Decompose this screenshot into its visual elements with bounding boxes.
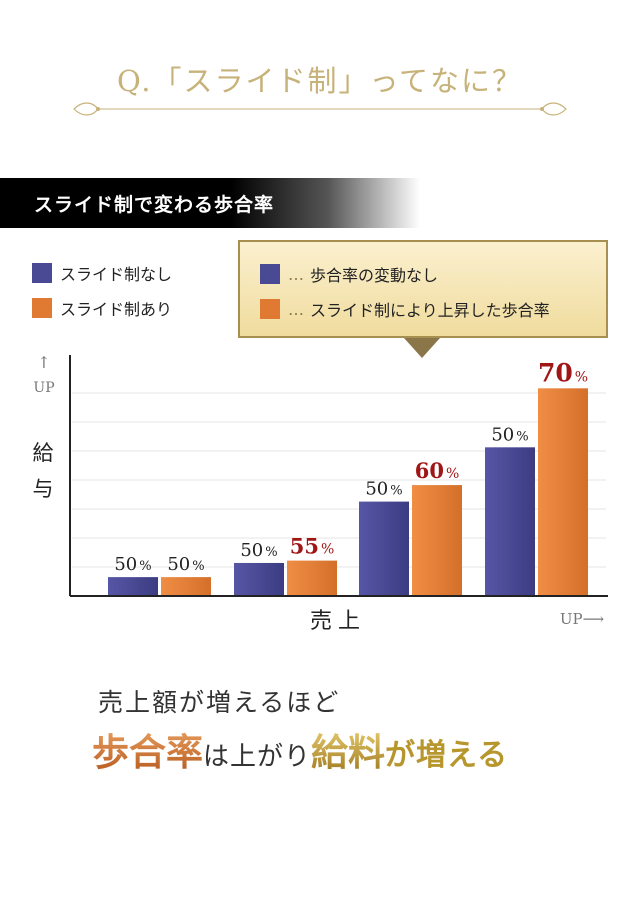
section-band — [0, 178, 420, 228]
summary-highlight-pay: 給料 — [311, 731, 386, 774]
callout-box: … 歩合率の変動なし … スライド制により上昇した歩合率 — [238, 240, 608, 338]
legend-swatch-blue — [32, 263, 52, 283]
bar-slide — [412, 485, 462, 596]
bar-no-slide — [234, 562, 284, 596]
summary-line-2: 歩合率は上がり給料が増える — [92, 722, 508, 776]
bar-value-label: 70% — [538, 358, 588, 387]
page-title: Q.「スライド制」ってなに？ — [116, 64, 524, 98]
bar-value-label: 50% — [114, 554, 151, 575]
bar-value-label: 55% — [290, 534, 335, 559]
bar-value-label: 50% — [167, 554, 204, 575]
legend-label: スライド制あり — [60, 300, 173, 319]
chart-bars — [108, 388, 588, 596]
callout-item-raised: … スライド制により上昇した歩合率 — [260, 297, 550, 321]
callout-swatch-blue — [260, 264, 280, 284]
callout-pointer — [404, 338, 440, 358]
bar-slide — [161, 577, 211, 596]
bar-chart: 50 % 50 % 50 % 50 % 50 % 55 % 60 % 70% ↑ UP 給与 売上 UP⟶ — [33, 353, 608, 634]
callout-label: 歩合率の変動なし — [310, 266, 439, 285]
callout-swatch-orange — [260, 299, 280, 319]
summary-plain: は上がり — [203, 742, 312, 772]
callout-item-no-change: … 歩合率の変動なし — [260, 262, 438, 286]
bar-value-label: 60% — [415, 458, 460, 483]
callout-label: スライド制により上昇した歩合率 — [310, 301, 550, 320]
summary-highlight-rate: 歩合率 — [92, 731, 203, 774]
chart-value-labels: 50 % 50 % 50 % 50 % 50 % 55 % 60 % 70% — [114, 358, 588, 575]
y-arrow: ↑ — [37, 353, 50, 372]
ornament-divider — [73, 102, 567, 116]
x-axis-label: 売上 — [310, 609, 366, 634]
bar-value-label: 50% — [365, 479, 402, 500]
legend-swatch-orange — [32, 298, 52, 318]
legend-item-slide: スライド制あり — [32, 296, 172, 320]
bar-no-slide — [359, 501, 409, 596]
bar-slide — [287, 560, 337, 596]
legend-item-no-slide: スライド制なし — [32, 261, 172, 285]
bar-no-slide — [485, 447, 535, 596]
y-axis-label: 給与 — [33, 441, 54, 501]
bar-value-label: 50% — [491, 424, 528, 445]
summary-increase: が増える — [385, 738, 509, 773]
bar-value-label: 50% — [240, 540, 277, 561]
x-up-label: UP⟶ — [560, 610, 604, 628]
bar-no-slide — [108, 577, 158, 596]
legend-label: スライド制なし — [60, 265, 173, 284]
summary-line-1: 売上額が増えるほど — [98, 688, 341, 717]
ellipsis: … — [288, 264, 304, 284]
y-up-label: UP — [33, 380, 54, 396]
ellipsis: … — [288, 299, 304, 319]
section-title: スライド制で変わる歩合率 — [34, 194, 275, 216]
bar-slide — [538, 388, 588, 596]
